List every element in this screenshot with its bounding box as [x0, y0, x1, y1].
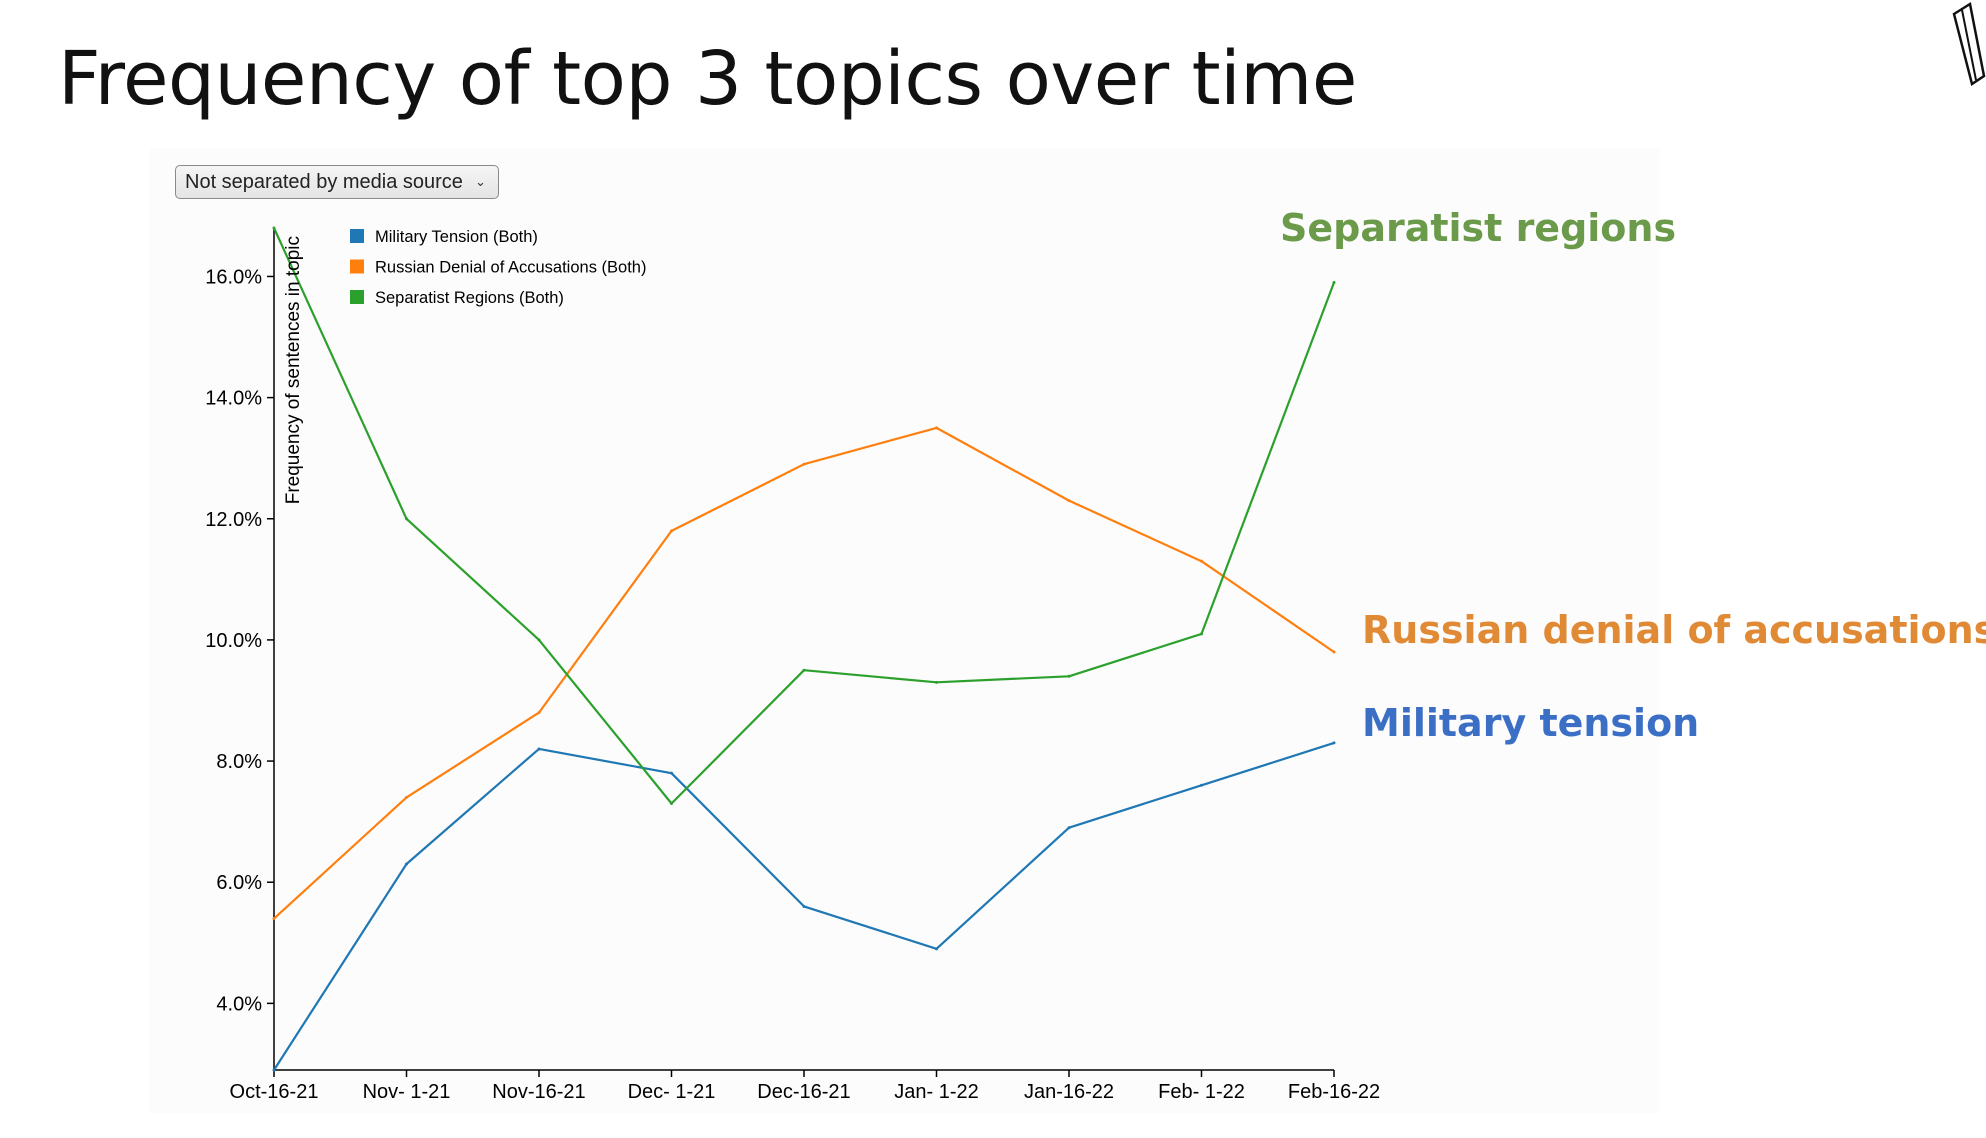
- data-point: [1067, 826, 1071, 830]
- data-point: [1332, 650, 1336, 654]
- legend-label: Separatist Regions (Both): [375, 289, 564, 307]
- data-point: [405, 517, 408, 521]
- y-tick-label: 12.0%: [205, 509, 262, 531]
- x-tick-label: Oct-16-21: [230, 1081, 319, 1103]
- military-tension-annotation: Military tension: [1362, 701, 1700, 745]
- data-point: [670, 801, 673, 805]
- x-tick-label: Nov- 1-21: [363, 1081, 451, 1103]
- data-point: [272, 226, 276, 230]
- x-tick-label: Dec- 1-21: [628, 1081, 716, 1103]
- y-tick-label: 16.0%: [205, 266, 262, 288]
- data-point: [802, 904, 806, 908]
- series-lines: [272, 226, 1336, 1072]
- pen-doodle-icon: [1952, 1, 1986, 87]
- data-point: [405, 795, 408, 799]
- legend: Military Tension (Both) Russian Denial of…: [350, 228, 646, 307]
- x-tick-label: Feb-16-22: [1288, 1081, 1380, 1103]
- x-tick-label: Nov-16-21: [492, 1081, 585, 1103]
- separatist-regions-annotation: Separatist regions: [1280, 206, 1677, 250]
- legend-label: Military Tension (Both): [375, 228, 538, 246]
- data-point: [935, 947, 938, 951]
- data-point: [670, 529, 673, 533]
- y-tick-label: 4.0%: [216, 993, 262, 1015]
- axes: 4.0% 6.0% 8.0% 10.0% 12.0% 14.0% 16.0% Oct-16-2…: [205, 228, 1380, 1103]
- x-tick-label: Jan-16-22: [1024, 1081, 1114, 1103]
- legend-swatch: [350, 229, 364, 243]
- data-point: [1200, 632, 1203, 636]
- data-point: [935, 426, 938, 430]
- data-point: [935, 680, 938, 684]
- chevron-down-icon: ⌄: [474, 174, 486, 189]
- data-point: [1067, 674, 1071, 678]
- data-point: [1332, 741, 1336, 745]
- data-point: [1200, 559, 1203, 563]
- data-point: [272, 917, 276, 921]
- slide-title: Frequency of top 3 topics over time: [58, 36, 1357, 122]
- y-tick-label: 14.0%: [205, 388, 262, 410]
- data-point: [670, 771, 673, 775]
- legend-swatch: [350, 290, 364, 304]
- media-source-dropdown-value: Not separated by media source: [185, 170, 463, 193]
- data-point: [537, 638, 541, 642]
- y-tick-label: 10.0%: [205, 630, 262, 652]
- data-point: [405, 862, 408, 866]
- russian-denial-annotation: Russian denial of accusations: [1362, 608, 1986, 652]
- data-point: [537, 747, 541, 751]
- legend-swatch: [350, 259, 364, 274]
- data-point: [802, 462, 806, 466]
- series-line-2: [272, 227, 1336, 805]
- data-point: [537, 711, 541, 715]
- data-point: [1067, 499, 1071, 503]
- x-tick-label: Jan- 1-22: [894, 1081, 979, 1103]
- media-source-dropdown[interactable]: Not separated by media source ⌄: [175, 165, 499, 199]
- y-tick-label: 8.0%: [216, 751, 262, 773]
- data-point: [802, 668, 806, 672]
- legend-label: Russian Denial of Accusations (Both): [375, 259, 646, 277]
- data-point: [1200, 783, 1203, 787]
- series-line-1: [273, 426, 1335, 920]
- data-point: [272, 1068, 276, 1072]
- y-tick-label: 6.0%: [216, 872, 262, 894]
- x-tick-label: Feb- 1-22: [1158, 1081, 1245, 1103]
- x-tick-label: Dec-16-21: [757, 1081, 850, 1103]
- chart-panel: [150, 148, 1660, 1113]
- data-point: [1332, 281, 1336, 285]
- y-axis-label: Frequency of sentences in topic: [283, 236, 304, 504]
